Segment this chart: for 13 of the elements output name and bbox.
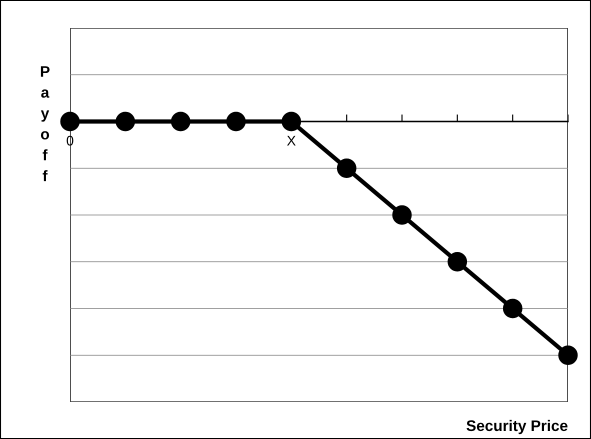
point bbox=[392, 205, 412, 225]
x-axis-title: Security Price bbox=[466, 420, 568, 434]
point bbox=[558, 346, 578, 365]
point bbox=[226, 112, 246, 132]
point bbox=[116, 112, 136, 132]
point bbox=[282, 112, 302, 132]
point bbox=[448, 252, 468, 272]
point bbox=[170, 112, 190, 132]
point bbox=[60, 112, 80, 132]
point bbox=[336, 158, 356, 178]
x-tick-label: X bbox=[287, 136, 296, 146]
point bbox=[502, 298, 522, 318]
y-axis-title: Payoff bbox=[40, 66, 50, 182]
